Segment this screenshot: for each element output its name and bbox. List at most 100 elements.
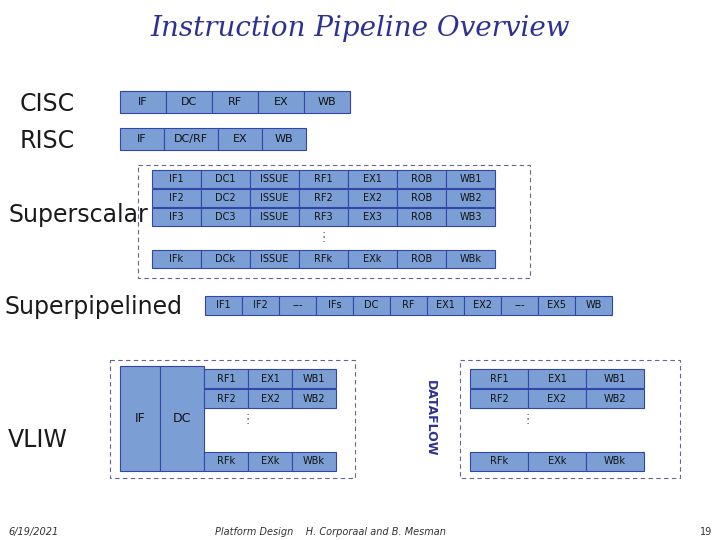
Bar [528, 389, 586, 408]
Bar [397, 250, 446, 268]
Text: RFk: RFk [217, 456, 235, 467]
Text: ROB: ROB [411, 174, 432, 184]
Bar [160, 366, 204, 471]
Text: EX: EX [274, 97, 288, 107]
Text: IF: IF [138, 134, 147, 144]
Text: Platform Design    H. Corporaal and B. Mesman: Platform Design H. Corporaal and B. Mesm… [215, 527, 446, 537]
Text: IF2: IF2 [253, 300, 268, 310]
Text: ROB: ROB [411, 193, 432, 203]
Bar [446, 208, 495, 226]
Bar [353, 296, 390, 315]
Text: 6/19/2021: 6/19/2021 [8, 527, 58, 537]
Text: RF2: RF2 [217, 394, 235, 403]
Bar [397, 189, 446, 207]
Text: :: : [526, 415, 530, 428]
Text: WBk: WBk [303, 456, 325, 467]
Text: ISSUE: ISSUE [261, 254, 289, 264]
Text: WB1: WB1 [459, 174, 482, 184]
Bar [304, 91, 350, 113]
Text: ISSUE: ISSUE [261, 212, 289, 222]
Bar [250, 170, 299, 188]
Text: RF1: RF1 [217, 374, 235, 383]
Bar [204, 452, 248, 471]
Bar [258, 91, 304, 113]
Bar [427, 296, 464, 315]
Text: IF: IF [138, 97, 148, 107]
Text: EXk: EXk [548, 456, 566, 467]
Bar [250, 189, 299, 207]
Text: RF2: RF2 [314, 193, 333, 203]
Bar [470, 452, 528, 471]
Text: IFs: IFs [328, 300, 341, 310]
Bar [299, 208, 348, 226]
Bar [586, 369, 644, 388]
Bar [164, 128, 218, 150]
Text: DC/RF: DC/RF [174, 134, 208, 144]
Text: DC2: DC2 [215, 193, 236, 203]
Text: EX5: EX5 [547, 300, 566, 310]
Text: EX1: EX1 [363, 174, 382, 184]
Bar [248, 369, 292, 388]
Bar [292, 369, 336, 388]
Text: :: : [246, 415, 250, 428]
Text: EXk: EXk [364, 254, 382, 264]
Text: RF: RF [228, 97, 242, 107]
Text: RF1: RF1 [490, 374, 508, 383]
Text: WB2: WB2 [603, 394, 626, 403]
Text: ROB: ROB [411, 212, 432, 222]
Bar [110, 360, 355, 478]
Bar [152, 170, 201, 188]
Text: RISC: RISC [20, 129, 75, 153]
Text: DCk: DCk [215, 254, 235, 264]
Bar [120, 91, 166, 113]
Text: RF2: RF2 [490, 394, 508, 403]
Text: IF: IF [135, 412, 145, 425]
Text: DC: DC [181, 97, 197, 107]
Text: VLIW: VLIW [8, 428, 68, 452]
Bar [120, 366, 160, 471]
Text: RFk: RFk [490, 456, 508, 467]
Text: IF3: IF3 [169, 212, 184, 222]
Bar [204, 369, 248, 388]
Text: IFk: IFk [169, 254, 184, 264]
Text: IF1: IF1 [216, 300, 231, 310]
Text: EX3: EX3 [363, 212, 382, 222]
Text: EX2: EX2 [473, 300, 492, 310]
Bar [397, 170, 446, 188]
Bar [205, 296, 242, 315]
Bar [586, 452, 644, 471]
Bar [528, 452, 586, 471]
Bar [446, 250, 495, 268]
Bar [464, 296, 501, 315]
Text: CISC: CISC [20, 92, 75, 116]
Bar [528, 369, 586, 388]
Text: EX2: EX2 [261, 394, 279, 403]
Bar [299, 250, 348, 268]
Text: EX: EX [233, 134, 247, 144]
Text: EX2: EX2 [547, 394, 567, 403]
Bar [262, 128, 306, 150]
Text: ISSUE: ISSUE [261, 193, 289, 203]
Bar [390, 296, 427, 315]
Bar [299, 170, 348, 188]
Bar [152, 250, 201, 268]
Text: DC: DC [173, 412, 192, 425]
Bar [446, 170, 495, 188]
Text: WB1: WB1 [302, 374, 325, 383]
Bar [152, 208, 201, 226]
Bar [575, 296, 612, 315]
Bar [242, 296, 279, 315]
Text: WB: WB [275, 134, 293, 144]
Text: 19: 19 [700, 527, 712, 537]
Bar [538, 296, 575, 315]
Bar [586, 389, 644, 408]
Bar [201, 170, 250, 188]
Bar [250, 250, 299, 268]
Bar [348, 189, 397, 207]
Text: :: : [246, 410, 250, 423]
Text: WB1: WB1 [604, 374, 626, 383]
Bar [501, 296, 538, 315]
Text: ---: --- [292, 300, 302, 310]
Bar [138, 165, 530, 278]
Bar [201, 250, 250, 268]
